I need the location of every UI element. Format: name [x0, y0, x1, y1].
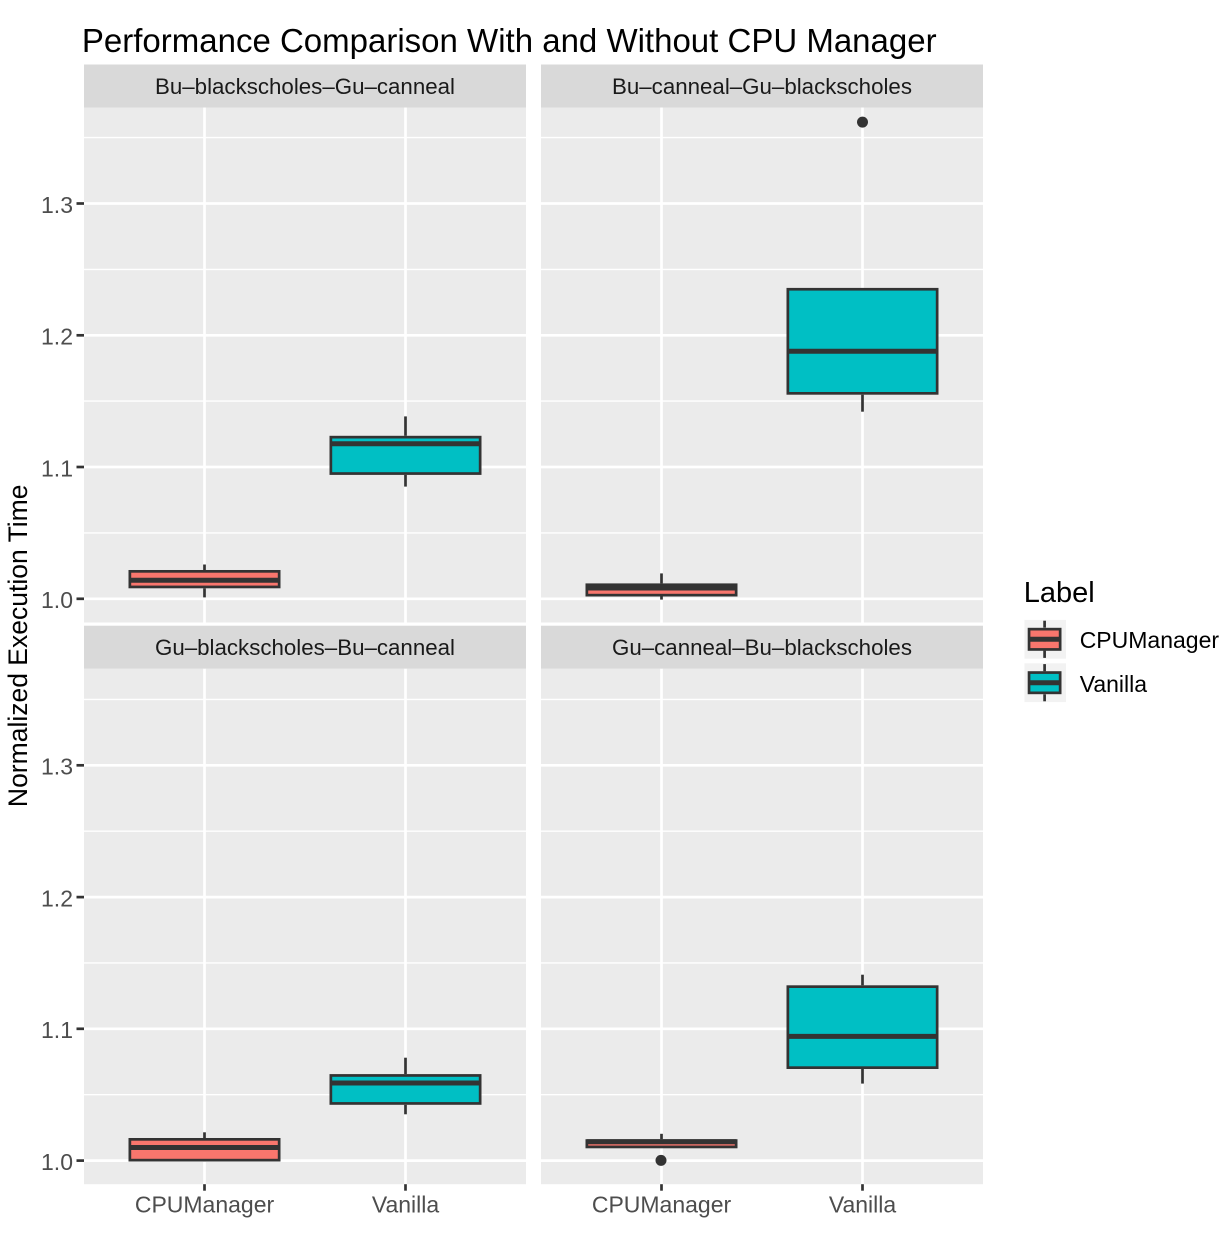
svg-text:1.2: 1.2 — [41, 324, 73, 350]
svg-text:1.3: 1.3 — [41, 192, 73, 218]
svg-text:Label: Label — [1024, 577, 1095, 609]
svg-text:1.1: 1.1 — [41, 1017, 73, 1043]
svg-text:1.0: 1.0 — [41, 587, 73, 613]
svg-text:Vanilla: Vanilla — [1080, 671, 1148, 697]
svg-text:Performance Comparison With an: Performance Comparison With and Without … — [82, 22, 937, 59]
svg-text:CPUManager: CPUManager — [592, 1192, 732, 1218]
svg-text:Normalized Execution Time: Normalized Execution Time — [3, 485, 33, 808]
svg-text:Bu–canneal–Gu–blackscholes: Bu–canneal–Gu–blackscholes — [612, 74, 912, 99]
svg-text:CPUManager: CPUManager — [1080, 627, 1220, 653]
svg-text:1.3: 1.3 — [41, 754, 73, 780]
svg-text:Gu–canneal–Bu–blackscholes: Gu–canneal–Bu–blackscholes — [612, 635, 912, 660]
svg-text:1.2: 1.2 — [41, 885, 73, 911]
svg-text:Gu–blackscholes–Bu–canneal: Gu–blackscholes–Bu–canneal — [155, 635, 455, 660]
svg-text:Vanilla: Vanilla — [372, 1192, 440, 1218]
svg-text:Vanilla: Vanilla — [829, 1192, 897, 1218]
svg-text:CPUManager: CPUManager — [135, 1192, 275, 1218]
svg-text:1.1: 1.1 — [41, 455, 73, 481]
svg-text:Bu–blackscholes–Gu–canneal: Bu–blackscholes–Gu–canneal — [155, 74, 455, 99]
svg-text:1.0: 1.0 — [41, 1149, 73, 1175]
